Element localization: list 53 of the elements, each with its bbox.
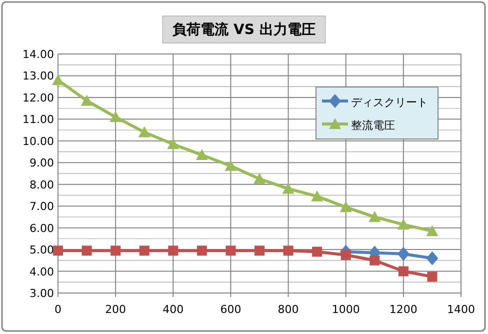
point [283, 246, 294, 256]
point [254, 172, 266, 184]
y-tick-label: 7.00 [30, 200, 54, 214]
point [311, 190, 324, 202]
point [340, 250, 351, 260]
x-tick-label: 1200 [389, 303, 418, 316]
point [138, 126, 150, 138]
x-tick-label: 0 [54, 303, 62, 316]
point [397, 246, 410, 261]
y-tick-label: 9.00 [30, 156, 54, 170]
legend-label: 整流電圧 [351, 119, 395, 132]
point [226, 246, 236, 256]
point [397, 218, 410, 230]
y-tick-label: 14.00 [22, 48, 54, 61]
point [110, 111, 122, 122]
y-tick-label: 11.00 [22, 113, 54, 126]
point [82, 246, 92, 256]
chart-title: 負荷電流 VS 出力電圧 [172, 21, 316, 38]
y-tick-label: 8.00 [30, 178, 54, 192]
point [254, 246, 264, 256]
point [139, 246, 150, 256]
point [426, 225, 438, 236]
point [167, 138, 180, 150]
y-tick-label: 4.00 [30, 265, 54, 278]
point [398, 266, 408, 276]
point [312, 246, 322, 257]
y-tick-label: 13.00 [22, 70, 54, 83]
y-tick-label: 6.00 [30, 222, 54, 235]
point [196, 149, 208, 160]
legend-label: ディスクリート [351, 96, 428, 109]
y-tick-label: 5.00 [30, 244, 54, 257]
x-tick-label: 200 [105, 303, 126, 316]
point [368, 210, 381, 222]
point [340, 201, 352, 212]
point [168, 246, 178, 256]
point [426, 251, 438, 266]
x-tick-label: 400 [162, 303, 184, 316]
point [427, 272, 438, 282]
point [53, 246, 63, 256]
x-tick-label: 600 [220, 303, 242, 316]
y-tick-label: 3.00 [30, 287, 54, 300]
point [52, 74, 64, 86]
x-tick-label: 800 [278, 303, 299, 316]
x-tick-label: 1400 [447, 303, 475, 316]
point [224, 160, 237, 171]
y-tick-label: 10.00 [22, 134, 54, 148]
x-tick-label: 1000 [332, 303, 360, 316]
point [110, 246, 121, 256]
point [370, 255, 380, 266]
point [80, 94, 93, 106]
point [282, 182, 294, 194]
y-tick-label: 12.00 [22, 91, 54, 104]
point [196, 246, 207, 256]
